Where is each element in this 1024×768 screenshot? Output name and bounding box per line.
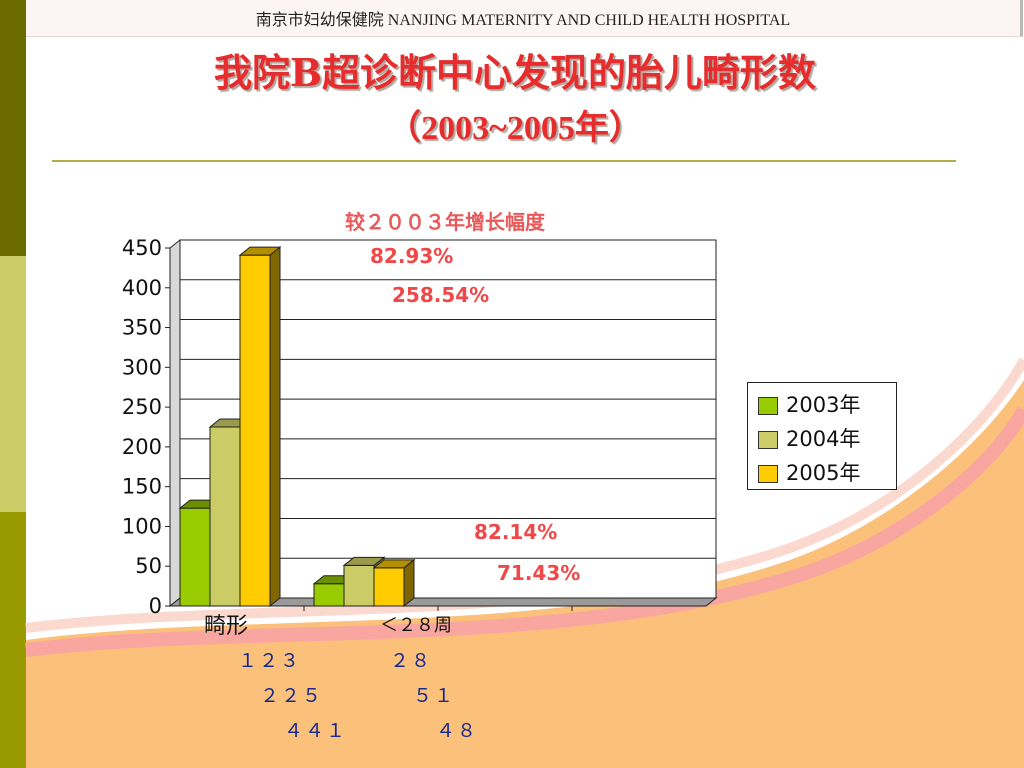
- side-wall: [169, 238, 181, 608]
- bar-top: [342, 556, 386, 566]
- title-divider: [52, 160, 956, 162]
- bar-top: [238, 246, 282, 256]
- value-malformation-2004: ２２５: [260, 685, 324, 707]
- header-bar: 南京市妇幼保健院 NANJING MATERNITY AND CHILD HEA…: [26, 0, 1023, 37]
- floor: [168, 597, 718, 607]
- y-tick-label: 150: [122, 475, 162, 499]
- page-title: 我院B超诊断中心发现的胎儿畸形数: [213, 50, 817, 95]
- category-label-malformation: 畸形: [204, 614, 249, 639]
- sidebar-stripe-dark: [0, 0, 26, 256]
- y-tick-label: 300: [122, 355, 162, 379]
- bar-side: [269, 246, 281, 608]
- growth-label-under28w-2004: 82.14%: [474, 520, 558, 544]
- bar-front: [313, 583, 345, 607]
- y-tick-label: 350: [122, 316, 162, 340]
- growth-label-under28w-2005: 71.43%: [497, 561, 581, 585]
- bar-front: [209, 426, 241, 607]
- sidebar-stripe-light: [0, 256, 26, 512]
- y-tick-label: 400: [122, 276, 162, 300]
- legend-swatch-2003: [758, 397, 778, 415]
- y-tick-label: 450: [122, 236, 162, 260]
- value-malformation-2003: １２３: [238, 650, 302, 672]
- legend-swatch-2004: [758, 431, 778, 449]
- y-tick-label: 100: [122, 514, 162, 538]
- y-tick-label: 250: [122, 395, 162, 419]
- bar-front: [343, 564, 375, 607]
- growth-label-malformation-2004: 82.93%: [370, 244, 454, 268]
- bar-front: [373, 567, 405, 607]
- category-label-under28w: ＜２８周: [380, 615, 452, 636]
- sidebar-stripe-olive: [0, 512, 26, 768]
- legend-label-2003: 2003年: [786, 393, 861, 417]
- legend-label-2004: 2004年: [786, 427, 861, 451]
- value-under28w-2005: ４８: [436, 720, 479, 742]
- growth-label-malformation-2005: 258.54%: [392, 283, 490, 307]
- legend-label-2005: 2005年: [786, 461, 861, 485]
- y-tick-label: 50: [135, 554, 162, 578]
- chart-subtitle: 较２００３年增长幅度: [345, 210, 545, 234]
- bar-front: [179, 507, 211, 607]
- chart-legend: 2003年 2004年 2005年: [747, 382, 897, 490]
- value-malformation-2005: ４４１: [284, 720, 348, 742]
- bar-front: [239, 254, 271, 607]
- y-tick-label: 200: [122, 435, 162, 459]
- value-under28w-2004: ５１: [413, 685, 456, 707]
- value-under28w-2003: ２８: [390, 650, 433, 672]
- hospital-name: 南京市妇幼保健院 NANJING MATERNITY AND CHILD HEA…: [255, 12, 791, 29]
- legend-swatch-2005: [758, 465, 778, 483]
- bar-top: [372, 559, 416, 569]
- page-subtitle: （2003~2005年）: [387, 110, 643, 147]
- y-tick-label: 0: [149, 594, 162, 618]
